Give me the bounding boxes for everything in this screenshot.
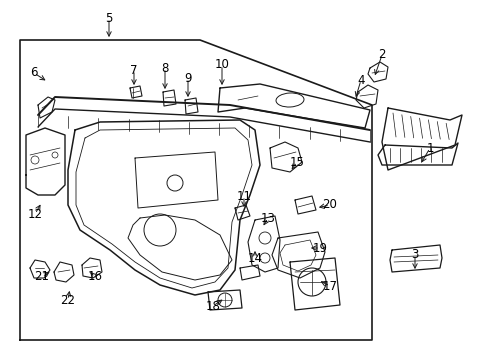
Text: 20: 20 xyxy=(322,198,337,211)
Text: 1: 1 xyxy=(426,141,433,154)
Text: 11: 11 xyxy=(236,189,251,202)
Text: 12: 12 xyxy=(27,207,42,220)
Text: 15: 15 xyxy=(289,156,304,168)
Text: 2: 2 xyxy=(378,49,385,62)
Text: 18: 18 xyxy=(205,300,220,312)
Text: 10: 10 xyxy=(214,58,229,72)
Text: 22: 22 xyxy=(61,293,75,306)
Text: 19: 19 xyxy=(312,242,327,255)
Text: 13: 13 xyxy=(260,211,275,225)
Text: 17: 17 xyxy=(322,279,337,292)
Text: 14: 14 xyxy=(247,252,262,265)
Text: 7: 7 xyxy=(130,63,138,77)
Text: 8: 8 xyxy=(161,62,168,75)
Text: 21: 21 xyxy=(35,270,49,284)
Text: 3: 3 xyxy=(410,248,418,261)
Text: 4: 4 xyxy=(357,73,364,86)
Text: 6: 6 xyxy=(30,67,38,80)
Text: 16: 16 xyxy=(87,270,102,284)
Text: 9: 9 xyxy=(184,72,191,85)
Text: 5: 5 xyxy=(105,12,112,24)
